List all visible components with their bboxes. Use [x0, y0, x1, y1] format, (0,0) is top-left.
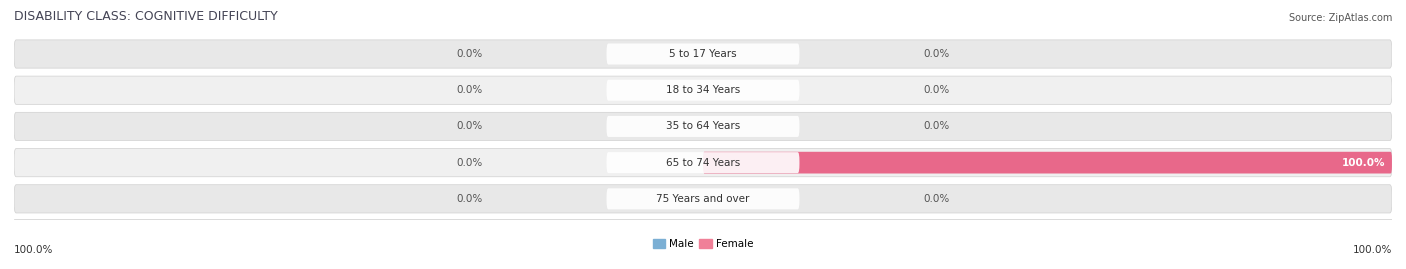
Text: 0.0%: 0.0% — [457, 49, 482, 59]
Text: Source: ZipAtlas.com: Source: ZipAtlas.com — [1288, 13, 1392, 23]
FancyBboxPatch shape — [14, 76, 1392, 104]
Text: 65 to 74 Years: 65 to 74 Years — [666, 158, 740, 168]
Text: 0.0%: 0.0% — [924, 85, 949, 95]
Text: 35 to 64 Years: 35 to 64 Years — [666, 121, 740, 132]
Text: 0.0%: 0.0% — [924, 49, 949, 59]
Text: DISABILITY CLASS: COGNITIVE DIFFICULTY: DISABILITY CLASS: COGNITIVE DIFFICULTY — [14, 10, 278, 23]
Text: 0.0%: 0.0% — [924, 194, 949, 204]
FancyBboxPatch shape — [703, 152, 1392, 174]
Text: 100.0%: 100.0% — [1353, 245, 1392, 255]
Text: 5 to 17 Years: 5 to 17 Years — [669, 49, 737, 59]
FancyBboxPatch shape — [606, 80, 800, 101]
Text: 0.0%: 0.0% — [457, 158, 482, 168]
Text: 100.0%: 100.0% — [14, 245, 53, 255]
FancyBboxPatch shape — [14, 185, 1392, 213]
FancyBboxPatch shape — [606, 116, 800, 137]
FancyBboxPatch shape — [14, 148, 1392, 177]
Text: 0.0%: 0.0% — [457, 85, 482, 95]
FancyBboxPatch shape — [14, 112, 1392, 140]
Text: 0.0%: 0.0% — [457, 121, 482, 132]
Text: 100.0%: 100.0% — [1341, 158, 1385, 168]
FancyBboxPatch shape — [606, 152, 800, 173]
Text: 0.0%: 0.0% — [457, 194, 482, 204]
FancyBboxPatch shape — [606, 188, 800, 209]
FancyBboxPatch shape — [606, 44, 800, 65]
Legend: Male, Female: Male, Female — [648, 235, 758, 253]
Text: 0.0%: 0.0% — [924, 121, 949, 132]
Text: 18 to 34 Years: 18 to 34 Years — [666, 85, 740, 95]
Text: 75 Years and over: 75 Years and over — [657, 194, 749, 204]
FancyBboxPatch shape — [14, 40, 1392, 68]
